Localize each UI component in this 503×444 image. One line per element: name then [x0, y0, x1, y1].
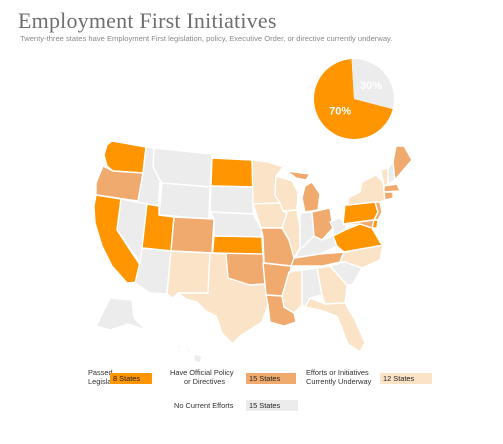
pie-slice-passed-or-policy — [314, 59, 393, 139]
page-subtitle: Twenty-three states have Employment Firs… — [20, 34, 393, 43]
legend-label-none: No Current Efforts — [174, 401, 234, 410]
state-wy — [158, 182, 211, 220]
state-md — [342, 219, 375, 229]
state-co — [170, 216, 215, 254]
state-va — [332, 223, 384, 253]
state-az — [134, 247, 172, 295]
legend-label-passed: Passed Legislation — [88, 368, 124, 386]
legend-swatch-none: 15 States — [246, 400, 298, 411]
legend-swatch-underway: 12 States — [380, 373, 432, 384]
state-ma — [383, 183, 401, 193]
state-ak — [95, 297, 147, 331]
state-sd — [209, 185, 254, 215]
pie-label-70: 70% — [329, 105, 351, 117]
employment-pie-chart: 70% 30% — [314, 58, 395, 139]
state-ct — [383, 191, 394, 201]
page-title: Employment First Initiatives — [18, 8, 277, 33]
legend-swatch-policy: 15 States — [246, 373, 296, 384]
legend-swatch-passed: 8 States — [110, 373, 152, 384]
pie-label-30: 30% — [360, 80, 382, 92]
state-wa — [103, 140, 147, 174]
legend-label-underway: Efforts or Initiatives Currently Underway — [306, 368, 372, 386]
legend-label-policy: Have Official Policy or Directives — [170, 368, 234, 386]
state-me — [392, 145, 413, 181]
state-tx — [177, 252, 269, 345]
state-hi — [175, 344, 203, 364]
state-oh — [311, 207, 334, 241]
state-nd — [210, 157, 254, 188]
state-ne — [209, 211, 263, 238]
state-de — [371, 219, 379, 229]
state-ny — [347, 174, 386, 206]
state-nm — [166, 250, 211, 299]
state-mt — [152, 147, 213, 188]
state-fl — [304, 297, 366, 353]
pie-slice-no-effort — [351, 58, 395, 110]
